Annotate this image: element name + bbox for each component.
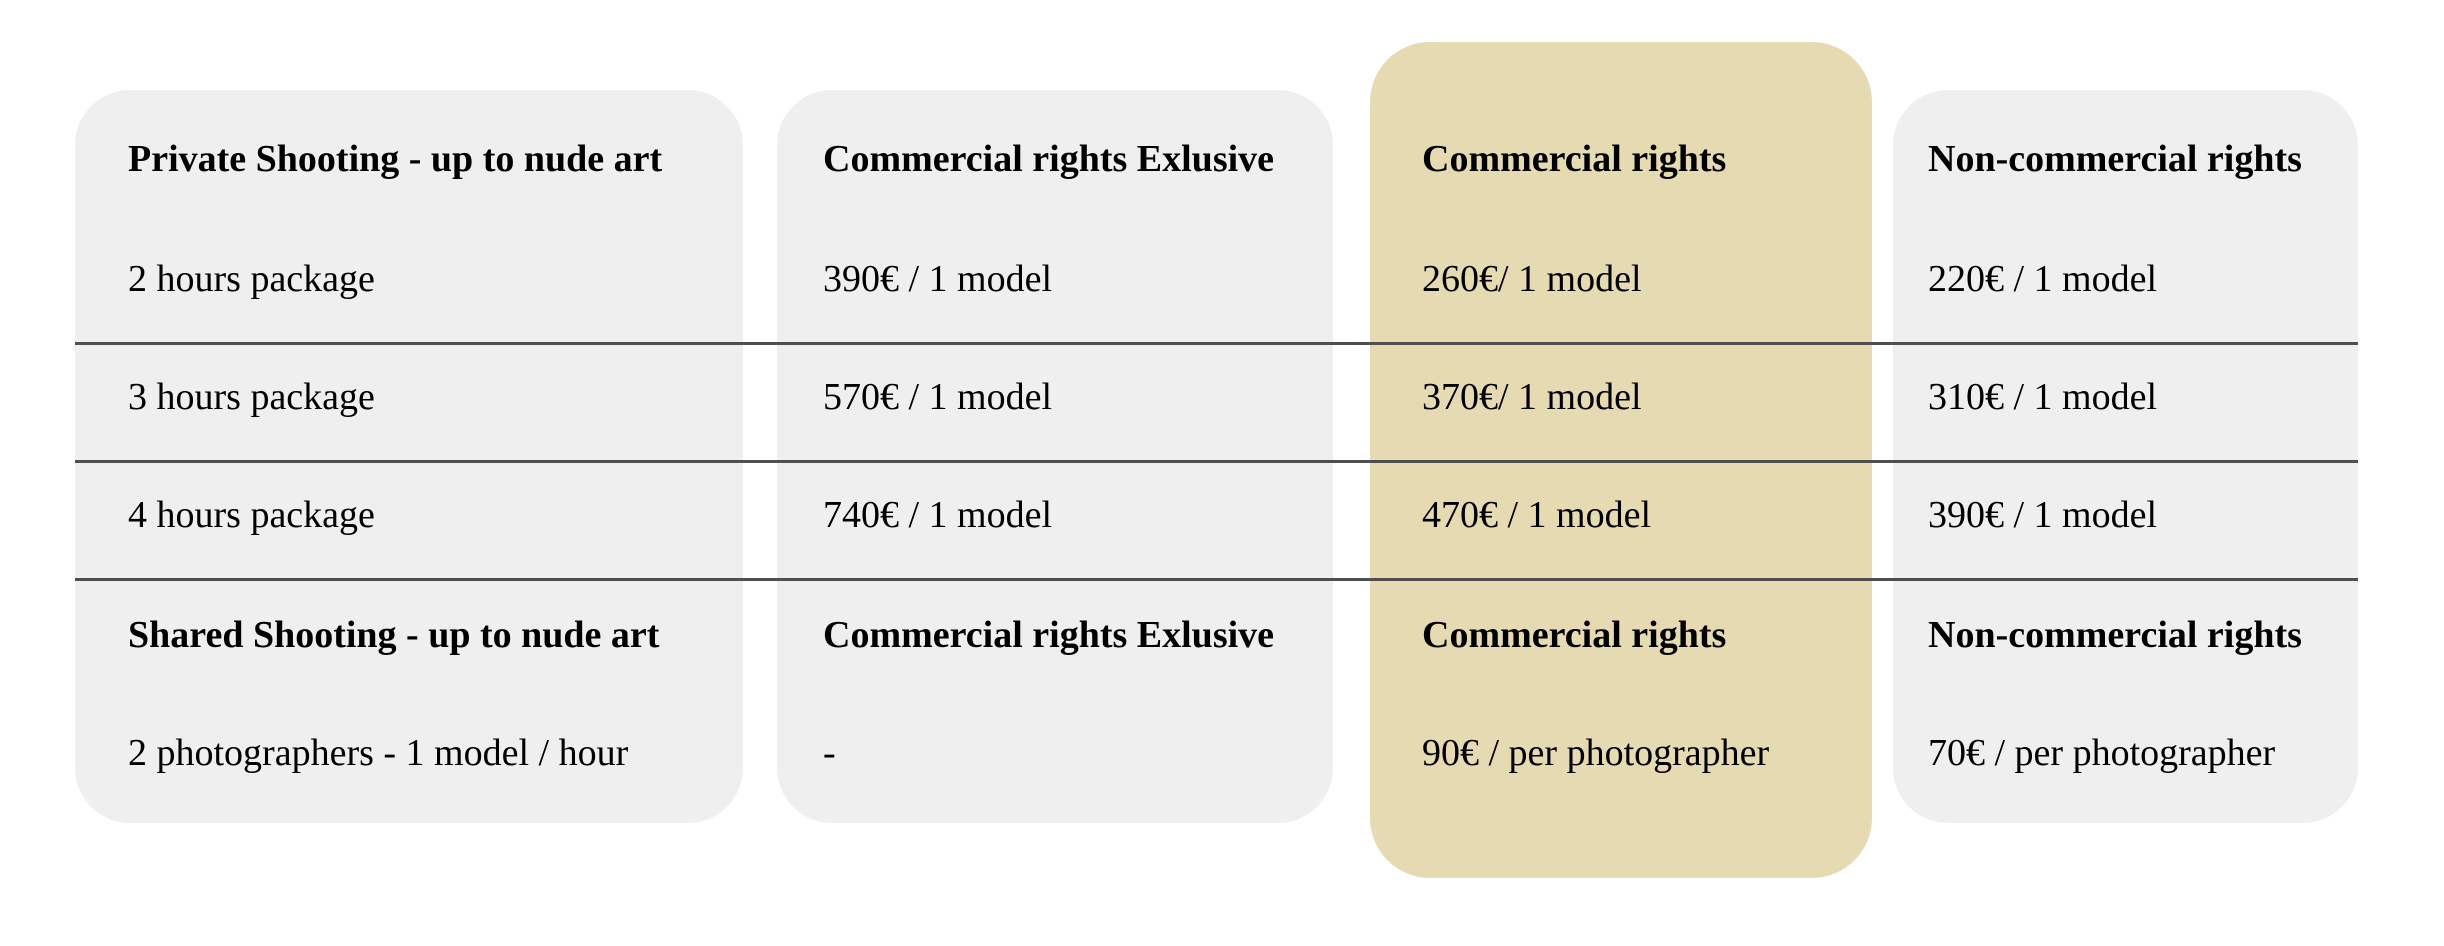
price-cell: 370€/ 1 model bbox=[1422, 376, 1642, 418]
row-label-4-hours: 4 hours package bbox=[128, 494, 375, 536]
pricing-card-non-commercial-rights bbox=[1893, 90, 2358, 823]
column-header-shared-shooting: Shared Shooting - up to nude art bbox=[128, 614, 660, 656]
price-cell: 220€ / 1 model bbox=[1928, 258, 2158, 300]
pricing-card-private-shooting bbox=[75, 90, 743, 823]
price-cell: 260€/ 1 model bbox=[1422, 258, 1642, 300]
pricing-card-commercial-rights-exclusive bbox=[777, 90, 1333, 823]
column-header-commercial: Commercial rights bbox=[1422, 614, 1727, 656]
column-header-commercial-exclusive: Commercial rights Exlusive bbox=[823, 614, 1275, 656]
price-cell-empty: - bbox=[823, 732, 836, 774]
column-header-non-commercial: Non-commercial rights bbox=[1928, 138, 2302, 180]
price-cell: 390€ / 1 model bbox=[823, 258, 1053, 300]
row-separator bbox=[75, 460, 2358, 463]
column-header-private-shooting: Private Shooting - up to nude art bbox=[128, 138, 663, 180]
price-cell: 470€ / 1 model bbox=[1422, 494, 1652, 536]
column-header-non-commercial: Non-commercial rights bbox=[1928, 614, 2302, 656]
price-cell: 90€ / per photographer bbox=[1422, 732, 1770, 774]
row-label-2-hours: 2 hours package bbox=[128, 258, 375, 300]
price-cell: 570€ / 1 model bbox=[823, 376, 1053, 418]
price-cell: 70€ / per photographer bbox=[1928, 732, 2276, 774]
row-label-2-photographers: 2 photographers - 1 model / hour bbox=[128, 732, 629, 774]
row-separator bbox=[75, 342, 2358, 345]
column-header-commercial: Commercial rights bbox=[1422, 138, 1727, 180]
row-separator bbox=[75, 578, 2358, 581]
price-cell: 390€ / 1 model bbox=[1928, 494, 2158, 536]
row-label-3-hours: 3 hours package bbox=[128, 376, 375, 418]
price-cell: 740€ / 1 model bbox=[823, 494, 1053, 536]
column-header-commercial-exclusive: Commercial rights Exlusive bbox=[823, 138, 1275, 180]
price-cell: 310€ / 1 model bbox=[1928, 376, 2158, 418]
